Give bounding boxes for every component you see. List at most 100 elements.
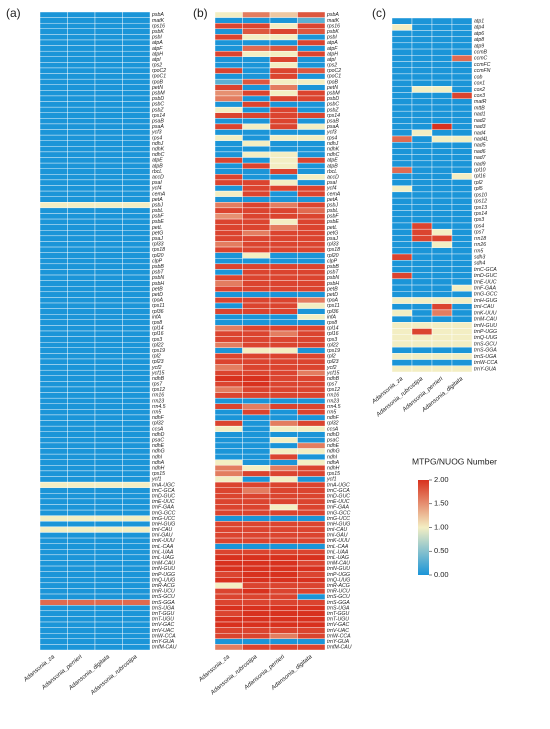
heatmap-cell — [39, 308, 68, 315]
heatmap-cell — [94, 442, 123, 449]
row-label: clpP — [327, 258, 338, 264]
heatmap-cell — [39, 431, 68, 438]
heatmap-cell — [39, 392, 68, 399]
heatmap-cell — [67, 420, 96, 427]
heatmap-cell — [122, 168, 151, 175]
heatmap-cell — [67, 397, 96, 404]
heatmap-cell — [39, 50, 68, 57]
heatmap-cell — [297, 515, 326, 522]
row-label: trnR-ACG — [327, 583, 350, 589]
heatmap-cell — [67, 129, 96, 136]
row-label: ndhC — [152, 152, 165, 158]
heatmap-cell — [94, 633, 123, 640]
heatmap-cell — [94, 414, 123, 421]
heatmap-cell — [94, 554, 123, 561]
heatmap-cell — [214, 571, 243, 578]
heatmap-cell — [297, 325, 326, 332]
heatmap-cell — [451, 42, 473, 50]
heatmap-cell — [297, 34, 326, 41]
heatmap-cell — [94, 521, 123, 528]
heatmap-cell — [269, 504, 298, 511]
heatmap-cell — [297, 151, 326, 158]
heatmap-cell — [411, 260, 433, 267]
heatmap-cell — [269, 34, 298, 41]
row-label: trnL-CAA — [327, 544, 349, 550]
heatmap-cell — [39, 375, 68, 382]
heatmap-cell — [214, 633, 243, 640]
heatmap-cell — [269, 470, 298, 477]
row-label: rps8 — [152, 320, 162, 326]
row-label: petN — [326, 85, 338, 91]
heatmap-cell — [214, 386, 243, 393]
heatmap-cell — [269, 487, 298, 494]
row-label: rrn26 — [474, 242, 486, 248]
heatmap-cell — [122, 106, 151, 113]
heatmap-cell — [39, 448, 68, 455]
row-label: psbB — [151, 264, 164, 270]
row-label: rpoC2 — [327, 68, 341, 74]
heatmap-cell — [297, 56, 326, 63]
heatmap-cell — [269, 605, 298, 612]
heatmap-cell — [269, 465, 298, 472]
heatmap-cell — [214, 179, 243, 186]
heatmap-cell — [67, 644, 96, 651]
heatmap-cell — [269, 291, 298, 298]
heatmap-cell — [214, 621, 243, 628]
heatmap-cell — [269, 39, 298, 46]
heatmap-cell — [214, 453, 243, 460]
heatmap-cell — [39, 521, 68, 528]
heatmap-cell — [214, 521, 243, 528]
heatmap-cell — [431, 142, 453, 149]
row-label: rbcL — [327, 169, 337, 175]
heatmap-cell — [67, 599, 96, 606]
row-label: psbD — [326, 96, 339, 102]
row-label: trnQ-UUG — [327, 577, 350, 583]
row-label: cox3 — [474, 93, 485, 99]
row-label: cemA — [152, 191, 166, 197]
row-label: ndhF — [327, 415, 340, 421]
heatmap-cell — [39, 140, 68, 147]
heatmap-cell — [122, 263, 151, 270]
heatmap-cell — [297, 638, 326, 645]
heatmap-cell — [297, 297, 326, 304]
heatmap-cell — [269, 101, 298, 108]
heatmap-cell — [297, 39, 326, 46]
heatmap-cell — [269, 174, 298, 181]
heatmap-cell — [269, 459, 298, 466]
heatmap-cell — [431, 17, 453, 25]
heatmap-cell — [431, 228, 453, 236]
heatmap-cell — [411, 166, 433, 174]
heatmap-cell — [94, 459, 123, 466]
heatmap-cell — [269, 151, 298, 158]
heatmap-cell — [242, 73, 271, 80]
row-label: trnR-UCU — [327, 589, 350, 595]
heatmap-cell — [242, 515, 271, 522]
heatmap-cell — [411, 67, 433, 75]
heatmap-cell — [269, 73, 298, 80]
heatmap-cell — [67, 437, 96, 444]
heatmap-cell — [269, 196, 298, 203]
heatmap-cell — [269, 330, 298, 337]
heatmap-cell — [411, 303, 433, 311]
row-label: psbM — [151, 91, 165, 97]
heatmap-cell — [67, 302, 96, 309]
panel-title: (a) — [6, 6, 21, 20]
heatmap-cell — [39, 582, 68, 589]
heatmap-cell — [431, 247, 453, 255]
heatmap-cell — [67, 319, 96, 326]
heatmap-cell — [94, 140, 123, 147]
row-label: trnD-GUC — [152, 493, 175, 499]
heatmap-cell — [39, 11, 68, 18]
heatmap-cell — [451, 191, 473, 199]
heatmap-cell — [214, 235, 243, 242]
heatmap-cell — [297, 453, 326, 460]
row-label: trnR-ACG — [152, 583, 175, 589]
heatmap-cell — [297, 73, 326, 80]
heatmap-cell — [39, 230, 68, 237]
heatmap-cell — [214, 297, 243, 304]
heatmap-cell — [269, 403, 298, 410]
heatmap-cell — [411, 117, 433, 124]
heatmap-cell — [242, 425, 271, 432]
heatmap-cell — [67, 235, 96, 242]
heatmap-cell — [39, 465, 68, 472]
